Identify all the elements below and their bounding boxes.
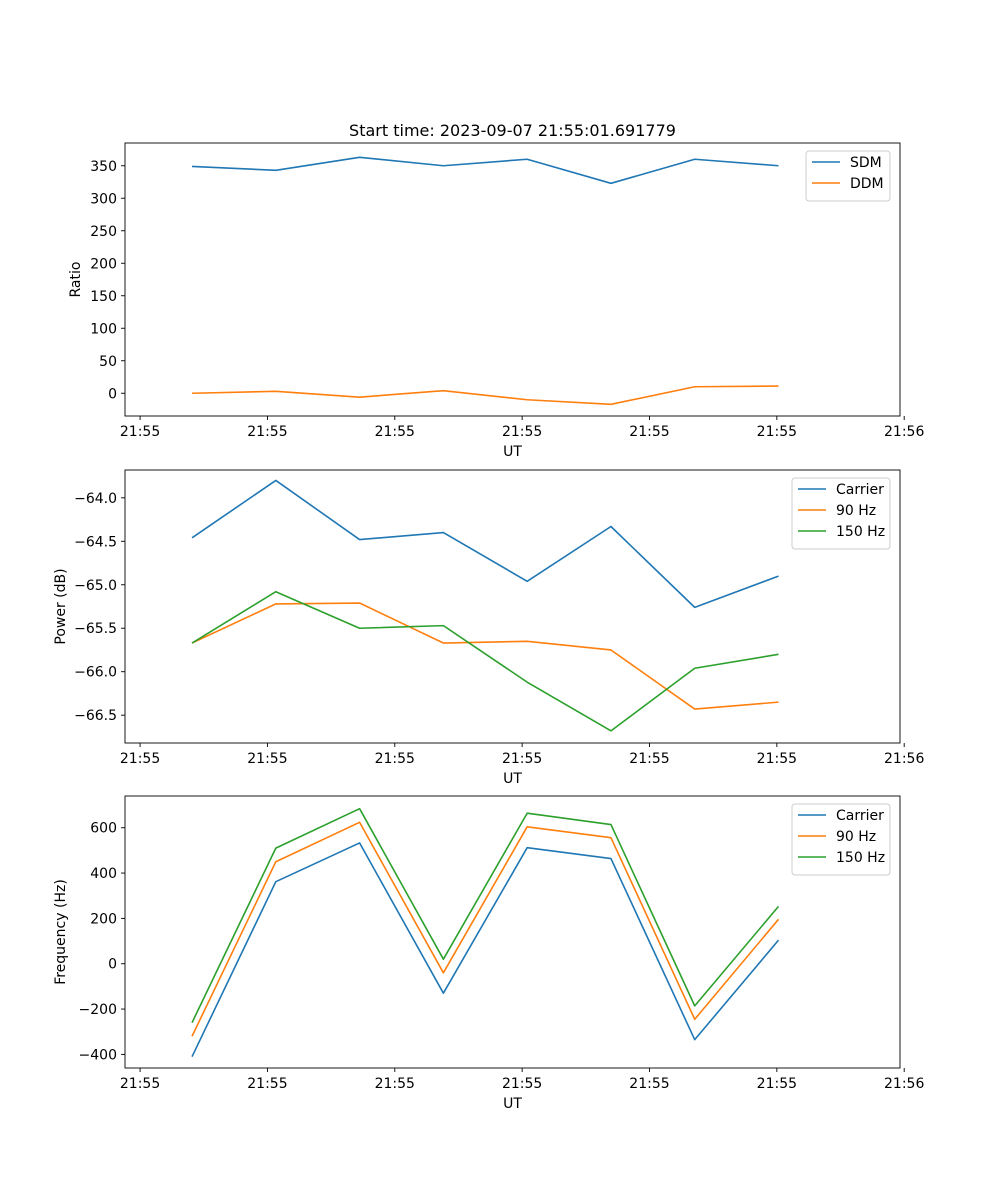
chart-2-x-tick-label: 21:55	[247, 751, 287, 767]
chart-3-x-tick-label: 21:55	[757, 1076, 797, 1092]
chart-2-legend: Carrier 90 Hz 150 Hz	[791, 477, 891, 550]
chart-3-series-line-3	[191, 807, 780, 1024]
chart-1-y-tick-label: 50	[99, 354, 117, 370]
chart-1-y-tick-label: 250	[90, 224, 117, 240]
chart-2-y-tick-label: −66.5	[74, 708, 117, 724]
chart-3-y-tick-label: −200	[79, 1002, 117, 1018]
chart-1-y-axis-label: Ratio	[68, 262, 84, 298]
chart-3-y-tick-label: 600	[90, 821, 117, 837]
chart-1-series-line-2	[192, 385, 779, 406]
chart-2-y-tick-label: −65.0	[74, 578, 117, 594]
chart-2-legend-label-1: Carrier	[836, 482, 884, 498]
chart-3-axes-frame	[124, 795, 901, 1069]
chart-1-y-tick-label: 350	[90, 159, 117, 175]
chart-1-x-tick-label: 21:55	[757, 424, 797, 440]
chart-1-legend-label-2: DDM	[850, 176, 884, 192]
chart-1-x-tick-label: 21:55	[120, 424, 160, 440]
chart-2-x-tick-label: 21:55	[120, 751, 160, 767]
chart-3-y-tick-label: 400	[90, 866, 117, 882]
chart-3-y-tick-label: 200	[90, 911, 117, 927]
chart-3-series-line-2	[191, 821, 780, 1037]
chart-panel-1: 21:55 21:55 21:55 21:55 21:55 21:55 21:56 0 50 10…	[68, 142, 924, 460]
chart-3-x-axis-label: UT	[503, 1096, 522, 1112]
chart-1-legend-label-1: SDM	[850, 155, 882, 171]
chart-2-series-line-1	[191, 479, 779, 609]
chart-1-y-tick-label: 300	[90, 191, 117, 207]
chart-1-x-tick-label: 21:55	[629, 424, 669, 440]
chart-3-legend: Carrier 90 Hz 150 Hz	[791, 803, 891, 876]
chart-3-x-tick-label: 21:55	[120, 1076, 160, 1092]
chart-1-x-tick-label: 21:56	[884, 424, 924, 440]
chart-1-legend-box	[805, 150, 891, 202]
chart-3-x-tick-label: 21:55	[375, 1076, 415, 1092]
chart-panel-2: 21:55 21:55 21:55 21:55 21:55 21:55 21:56 −64.0…	[53, 469, 924, 787]
chart-3-x-tick-label: 21:56	[884, 1076, 924, 1092]
chart-1-x-axis-label: UT	[503, 444, 522, 460]
chart-2-legend-label-3: 150 Hz	[836, 524, 885, 540]
chart-3-y-tick-label: −400	[79, 1047, 117, 1063]
chart-3-y-axis-label: Frequency (Hz)	[53, 879, 69, 985]
chart-3-legend-label-2: 90 Hz	[836, 829, 876, 845]
chart-1-y-tick-label: 200	[90, 256, 117, 272]
chart-3-x-tick-label: 21:55	[502, 1076, 542, 1092]
chart-2-x-tick-label: 21:55	[629, 751, 669, 767]
chart-2-x-axis-label: UT	[503, 771, 522, 787]
chart-2-x-tick-label: 21:55	[375, 751, 415, 767]
chart-1-x-tick-label: 21:55	[502, 424, 542, 440]
chart-2-y-tick-label: −64.5	[74, 534, 117, 550]
chart-2-x-tick-label: 21:56	[884, 751, 924, 767]
chart-2-legend-label-2: 90 Hz	[836, 503, 876, 519]
chart-2-y-tick-label: −65.5	[74, 621, 117, 637]
figure-title: Start time: 2023-09-07 21:55:01.691779	[349, 121, 676, 140]
chart-1-x-tick-label: 21:55	[247, 424, 287, 440]
chart-3-x-tick-label: 21:55	[247, 1076, 287, 1092]
chart-2-y-tick-label: −64.0	[74, 491, 117, 507]
chart-2-series-line-2	[191, 602, 779, 710]
chart-1-y-tick-label: 150	[90, 289, 117, 305]
chart-2-y-axis-label: Power (dB)	[53, 568, 69, 644]
chart-2-x-tick-label: 21:55	[502, 751, 542, 767]
chart-2-axes-frame	[124, 469, 901, 744]
chart-1-axes-frame	[124, 142, 901, 417]
chart-2-series-line-3	[191, 590, 779, 732]
chart-1-series-line-1	[191, 156, 779, 185]
chart-3-y-tick-label: 0	[108, 957, 117, 973]
chart-3-legend-label-1: Carrier	[836, 808, 884, 824]
chart-3-series-line-1	[191, 842, 780, 1058]
chart-panel-3: 21:55 21:55 21:55 21:55 21:55 21:55 21:56 600 40…	[53, 795, 924, 1112]
chart-2-x-tick-label: 21:55	[757, 751, 797, 767]
chart-1-legend: SDM DDM	[805, 150, 891, 202]
chart-3-legend-label-3: 150 Hz	[836, 850, 885, 866]
chart-1-y-tick-label: 0	[108, 386, 117, 402]
chart-2-y-tick-label: −66.0	[74, 665, 117, 681]
chart-1-y-tick-label: 100	[90, 321, 117, 337]
chart-1-x-tick-label: 21:55	[375, 424, 415, 440]
chart-3-x-tick-label: 21:55	[629, 1076, 669, 1092]
